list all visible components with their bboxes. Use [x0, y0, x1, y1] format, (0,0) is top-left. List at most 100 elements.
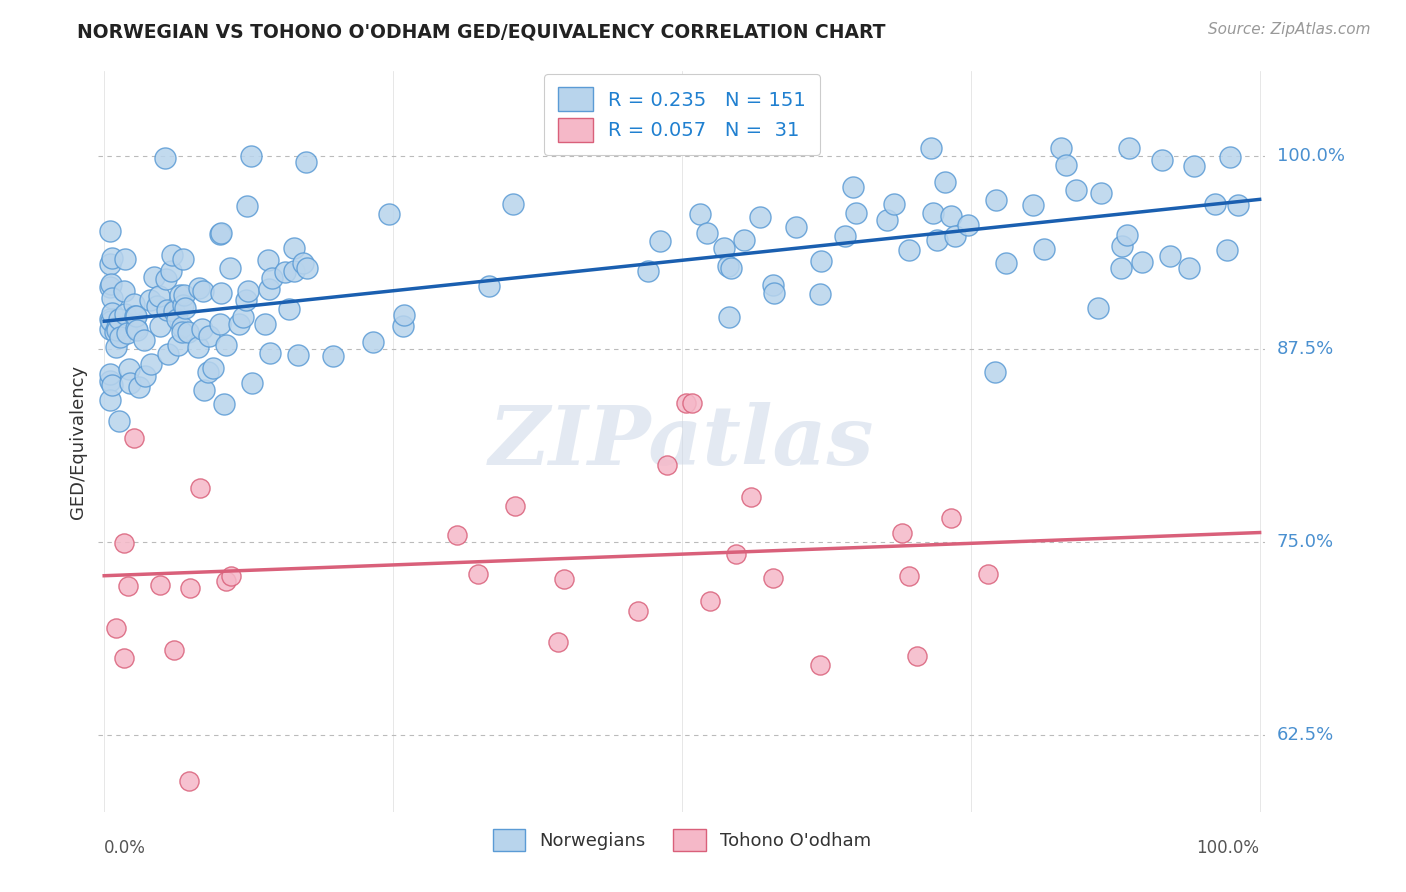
- Point: [134, 368, 156, 383]
- Point: [117, 579, 139, 593]
- Point: [169, 288, 191, 302]
- Point: [934, 175, 956, 189]
- Point: [725, 547, 748, 561]
- Point: [107, 323, 129, 337]
- Point: [363, 335, 385, 350]
- Point: [214, 397, 236, 411]
- Point: [733, 233, 755, 247]
- Point: [100, 277, 122, 291]
- Point: [179, 581, 201, 595]
- Point: [160, 263, 183, 277]
- Point: [1022, 198, 1045, 212]
- Point: [98, 322, 121, 336]
- Point: [740, 490, 762, 504]
- Point: [713, 241, 735, 255]
- Point: [1090, 186, 1112, 201]
- Point: [696, 227, 718, 241]
- Point: [167, 338, 190, 352]
- Point: [219, 261, 242, 276]
- Point: [478, 278, 501, 293]
- Point: [163, 642, 186, 657]
- Point: [125, 309, 148, 323]
- Point: [810, 286, 832, 301]
- Point: [277, 301, 299, 316]
- Point: [883, 196, 905, 211]
- Point: [1204, 196, 1226, 211]
- Point: [187, 281, 209, 295]
- Point: [1064, 183, 1087, 197]
- Point: [197, 365, 219, 379]
- Point: [211, 285, 233, 300]
- Point: [202, 361, 225, 376]
- Text: NORWEGIAN VS TOHONO O'ODHAM GED/EQUIVALENCY CORRELATION CHART: NORWEGIAN VS TOHONO O'ODHAM GED/EQUIVALE…: [77, 22, 886, 41]
- Point: [257, 282, 280, 296]
- Point: [295, 154, 318, 169]
- Point: [100, 314, 122, 328]
- Point: [627, 604, 650, 618]
- Point: [834, 228, 856, 243]
- Point: [120, 376, 142, 390]
- Point: [156, 347, 179, 361]
- Point: [143, 269, 166, 284]
- Text: 75.0%: 75.0%: [1277, 533, 1334, 550]
- Point: [637, 263, 659, 277]
- Point: [160, 248, 183, 262]
- Point: [101, 291, 124, 305]
- Point: [1050, 141, 1073, 155]
- Text: 100.0%: 100.0%: [1197, 839, 1260, 857]
- Point: [177, 325, 200, 339]
- Point: [146, 299, 169, 313]
- Point: [717, 310, 740, 325]
- Point: [228, 317, 250, 331]
- Point: [163, 304, 186, 318]
- Point: [762, 285, 785, 300]
- Point: [115, 326, 138, 340]
- Point: [274, 265, 297, 279]
- Point: [193, 383, 215, 397]
- Point: [155, 151, 177, 165]
- Point: [156, 302, 179, 317]
- Point: [920, 141, 942, 155]
- Point: [392, 308, 415, 322]
- Point: [219, 568, 242, 582]
- Point: [125, 320, 148, 334]
- Point: [179, 773, 201, 788]
- Point: [977, 567, 1000, 582]
- Point: [166, 311, 188, 326]
- Point: [100, 257, 122, 271]
- Point: [283, 241, 305, 255]
- Point: [148, 289, 170, 303]
- Point: [209, 226, 232, 240]
- Point: [749, 210, 772, 224]
- Point: [1219, 150, 1241, 164]
- Point: [188, 481, 211, 495]
- Point: [191, 285, 214, 299]
- Point: [1087, 301, 1109, 315]
- Point: [191, 322, 214, 336]
- Point: [262, 270, 284, 285]
- Point: [112, 536, 135, 550]
- Point: [114, 252, 136, 267]
- Point: [155, 272, 177, 286]
- Point: [215, 574, 238, 588]
- Point: [283, 264, 305, 278]
- Point: [101, 306, 124, 320]
- Point: [1109, 260, 1132, 275]
- Point: [699, 594, 721, 608]
- Point: [107, 311, 129, 326]
- Point: [98, 392, 121, 407]
- Point: [173, 287, 195, 301]
- Point: [986, 194, 1008, 208]
- Point: [1159, 249, 1181, 263]
- Point: [172, 325, 194, 339]
- Point: [1182, 159, 1205, 173]
- Point: [897, 568, 920, 582]
- Point: [235, 293, 257, 307]
- Point: [98, 280, 121, 294]
- Point: [553, 572, 575, 586]
- Point: [134, 334, 156, 348]
- Point: [1177, 260, 1199, 275]
- Point: [112, 650, 135, 665]
- Point: [114, 307, 136, 321]
- Point: [101, 378, 124, 392]
